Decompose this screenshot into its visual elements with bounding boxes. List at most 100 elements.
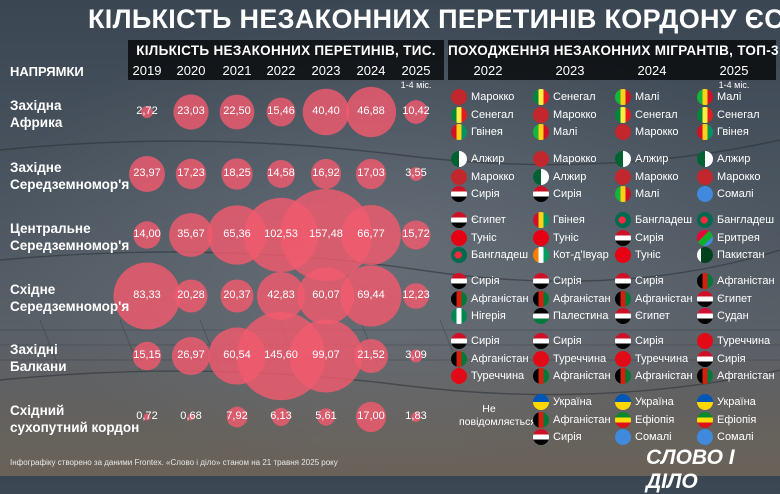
migrant-country: Палестина	[553, 310, 609, 322]
migrant-country: Нігерія	[471, 310, 506, 322]
migrant-country: Гвінея	[553, 214, 585, 226]
somalia-flag-icon	[697, 186, 713, 202]
value-label: 1,83	[405, 410, 427, 422]
bubble-6-2019	[143, 413, 151, 421]
syria-flag-icon	[533, 186, 549, 202]
migrant-country: Туніс	[471, 231, 497, 244]
migrant-country: Сенегал	[635, 108, 678, 121]
migrant-country: Алжир	[471, 153, 505, 165]
syria-flag-icon	[533, 429, 549, 445]
migrant-country: Мароккo	[471, 91, 515, 103]
value-label: 22,50	[223, 105, 251, 117]
bangladesh-flag-icon	[451, 247, 467, 263]
migrant-country: Бангладеш	[717, 214, 775, 226]
morocco-flag-icon	[533, 151, 549, 167]
bangladesh-flag-icon	[697, 212, 713, 228]
year-note: 1-4 міс.	[400, 80, 432, 90]
migrant-country: Марокко	[471, 170, 515, 183]
migrant-country: Еритрея	[717, 231, 760, 244]
turkey-flag-icon	[697, 333, 713, 349]
year-label-2025: 2025	[401, 63, 431, 78]
syria-flag-icon	[615, 273, 631, 289]
morocco-flag-icon	[451, 89, 467, 105]
migrant-country: Марокко	[635, 170, 679, 183]
value-label: 5,61	[315, 410, 337, 422]
value-label: 157,48	[309, 228, 343, 240]
migrant-country: Сирія	[471, 275, 500, 287]
bubble-3-2025	[401, 220, 431, 250]
migrant-country: Єгипет	[717, 292, 752, 305]
bubble-1-2019	[140, 105, 154, 119]
bubble-4-2020	[174, 279, 208, 313]
nigeria-flag-icon	[451, 308, 467, 324]
value-label: 18,25	[223, 167, 251, 179]
value-label: 42,83	[267, 289, 295, 301]
mali-flag-icon	[533, 124, 549, 140]
bubble-5-2024	[353, 338, 389, 374]
page-title: КІЛЬКІСТЬ НЕЗАКОННИХ ПЕРЕТИНІВ КОРДОНУ Є…	[88, 4, 780, 34]
turkey-flag-icon	[615, 350, 631, 367]
mali-flag-icon	[615, 89, 631, 105]
afghanistan-flag-icon	[697, 273, 713, 289]
bubble-4-2025	[403, 283, 429, 309]
bubble-4-2024	[340, 265, 402, 327]
value-label: 35,67	[177, 228, 205, 240]
morocco-flag-icon	[451, 168, 467, 185]
guinea-flag-icon	[533, 212, 549, 228]
value-label: 23,97	[133, 167, 161, 179]
bubble-6-2020	[187, 413, 195, 421]
migrant-country: Сомалі	[717, 188, 754, 200]
migrant-country: Сомалі	[635, 431, 672, 443]
migrant-country: Сирія	[635, 275, 664, 287]
bubble-6-2021	[226, 406, 248, 428]
morocco-flag-icon	[615, 168, 631, 185]
migrant-country: Гвінея	[471, 126, 503, 138]
migrant-country: Афганістан	[635, 370, 693, 382]
bubble-chart	[113, 86, 431, 433]
bubble-2-2021	[221, 158, 253, 190]
value-label: 15,72	[402, 228, 430, 240]
value-label: 40,40	[312, 105, 340, 117]
value-label: 102,53	[264, 228, 298, 240]
value-label: 0,72	[136, 410, 158, 422]
value-label: 23,03	[177, 105, 205, 117]
migrant-country: Алжир	[717, 153, 751, 165]
migrant-country: Єгипет	[471, 214, 506, 226]
value-label: 7,92	[226, 410, 248, 422]
bubble-2-2019	[129, 156, 165, 192]
mali-flag-icon	[697, 89, 713, 105]
migrant-country: Україна	[717, 396, 756, 408]
value-label: 60,07	[312, 289, 340, 301]
value-label: 46,88	[357, 105, 385, 117]
direction-label-line: Балкани	[10, 359, 67, 374]
migrant-country: Пакистан	[717, 249, 765, 261]
migrant-country: Малі	[635, 188, 660, 200]
migrant-country: Сирія	[553, 275, 582, 287]
migrant-country: Афганістан	[553, 413, 611, 426]
direction-label-line: Західне	[10, 160, 62, 175]
migrant-country: Афганістан	[553, 292, 611, 305]
afghanistan-flag-icon	[451, 290, 467, 307]
migrant-country: Бангладеш	[635, 214, 693, 226]
bubble-6-2022	[271, 407, 291, 427]
value-label: 14,58	[267, 167, 295, 179]
migrant-country: Сенегал	[553, 91, 596, 103]
afghanistan-flag-icon	[533, 290, 549, 307]
migrant-country: Сомалі	[717, 431, 754, 443]
value-label: 10,42	[402, 105, 430, 117]
algeria-flag-icon	[615, 151, 631, 167]
migrant-country: Сирія	[635, 231, 664, 244]
migrant-country: Марокко	[635, 126, 679, 138]
migrant-country: Малі	[553, 126, 578, 138]
migrant-year-label-2024: 2024	[637, 63, 667, 78]
migrants-section-header: ПОХОДЖЕННЯ НЕЗАКОННИХ МІГРАНТІВ, ТОП-3	[448, 40, 779, 62]
migrant-year-note: 1-4 міс.	[718, 80, 750, 90]
guinea-flag-icon	[697, 124, 713, 140]
migrant-country: Марокко	[553, 108, 597, 121]
year-label-2022: 2022	[266, 63, 296, 78]
egypt-flag-icon	[697, 290, 713, 307]
migrant-country: Сирія	[553, 188, 582, 200]
value-label: 6,13	[270, 410, 292, 422]
value-label: 20,37	[223, 289, 251, 301]
value-label: 0,68	[180, 410, 202, 422]
